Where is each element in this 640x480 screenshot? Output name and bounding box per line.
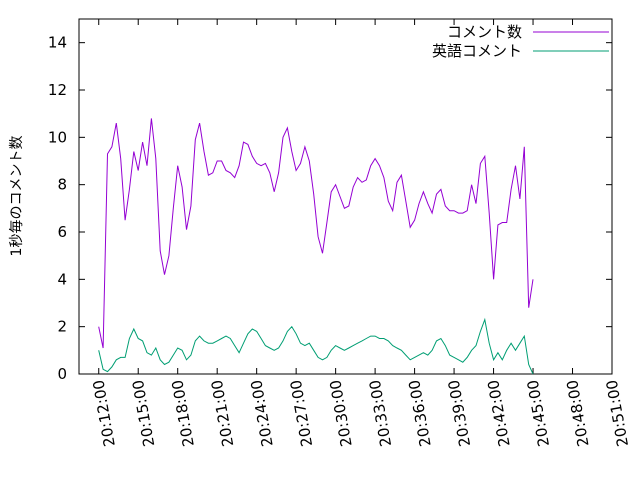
legend-label: コメント数 (447, 23, 522, 41)
y-tick-label: 12 (48, 81, 67, 99)
y-tick-label: 14 (48, 34, 67, 52)
series-layer (98, 118, 534, 375)
x-tick-label: 20:21:00 (208, 379, 237, 448)
x-tick-label: 20:45:00 (524, 379, 553, 448)
y-axis: 0 2 4 6 8 10 12 14 (48, 34, 612, 383)
y-tick-label: 6 (57, 223, 67, 241)
x-tick-label: 20:33:00 (366, 379, 395, 448)
y-tick-label: 0 (57, 365, 67, 383)
series-line-2 (98, 317, 534, 375)
series-line-1 (98, 118, 534, 349)
y-axis-label: 1秒毎のコメント数 (9, 136, 25, 257)
plot-frame (78, 18, 613, 375)
x-tick-label: 20:30:00 (326, 379, 355, 448)
y-tick-label: 10 (48, 128, 67, 146)
x-tick-label: 20:18:00 (168, 379, 197, 448)
y-tick-label: 8 (57, 176, 67, 194)
x-tick-label: 20:27:00 (287, 379, 316, 448)
x-tick-label: 20:15:00 (129, 379, 158, 448)
x-tick-label: 20:51:00 (603, 379, 632, 448)
y-tick-label: 4 (57, 270, 67, 288)
x-tick-label: 20:24:00 (247, 379, 276, 448)
x-tick-label: 20:39:00 (445, 379, 474, 448)
x-tick-label: 20:48:00 (563, 379, 592, 448)
x-tick-label: 20:12:00 (89, 379, 118, 448)
x-tick-label: 20:42:00 (484, 379, 513, 448)
y-tick-label: 2 (57, 318, 67, 336)
legend-label: 英語コメント (432, 42, 522, 60)
x-tick-label: 20:36:00 (405, 379, 434, 448)
